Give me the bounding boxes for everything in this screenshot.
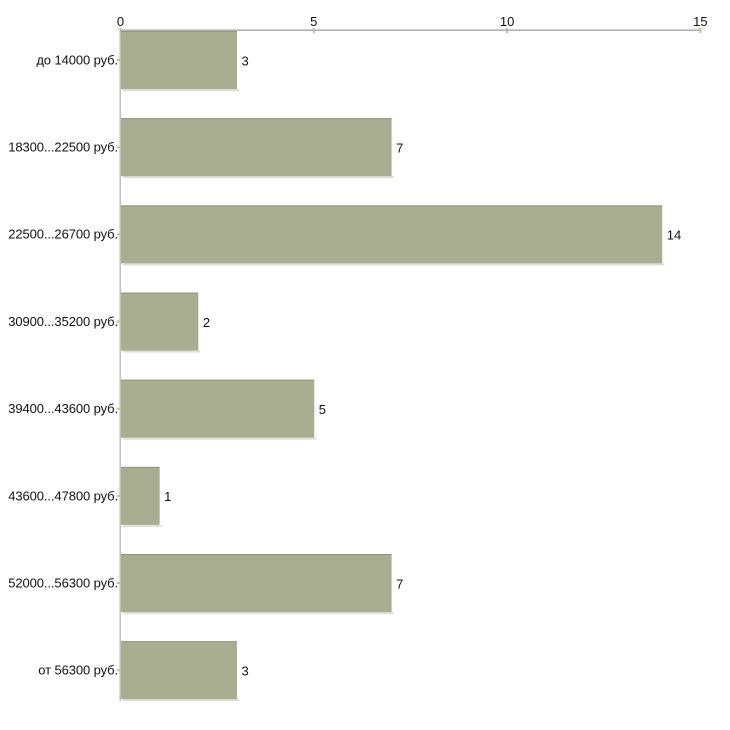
- svg-text:7: 7: [396, 140, 403, 155]
- svg-text:до 14000 руб.: до 14000 руб.: [36, 52, 118, 67]
- svg-text:52000...56300 руб.: 52000...56300 руб.: [8, 575, 118, 590]
- svg-text:39400...43600 руб.: 39400...43600 руб.: [8, 401, 118, 416]
- svg-text:5: 5: [319, 402, 326, 417]
- svg-text:30900...35200 руб.: 30900...35200 руб.: [8, 314, 118, 329]
- svg-text:0: 0: [117, 14, 124, 29]
- svg-text:22500...26700 руб.: 22500...26700 руб.: [8, 227, 118, 242]
- svg-text:3: 3: [241, 664, 248, 679]
- svg-text:1: 1: [164, 489, 171, 504]
- svg-text:43600...47800 руб.: 43600...47800 руб.: [8, 488, 118, 503]
- svg-text:3: 3: [241, 53, 248, 68]
- svg-text:10: 10: [500, 14, 514, 29]
- svg-text:7: 7: [396, 576, 403, 591]
- svg-text:15: 15: [693, 14, 707, 29]
- svg-text:14: 14: [667, 228, 681, 243]
- svg-text:2: 2: [203, 315, 210, 330]
- svg-text:5: 5: [310, 14, 317, 29]
- svg-text:18300...22500 руб.: 18300...22500 руб.: [8, 140, 118, 155]
- svg-text:от 56300 руб.: от 56300 руб.: [38, 663, 118, 678]
